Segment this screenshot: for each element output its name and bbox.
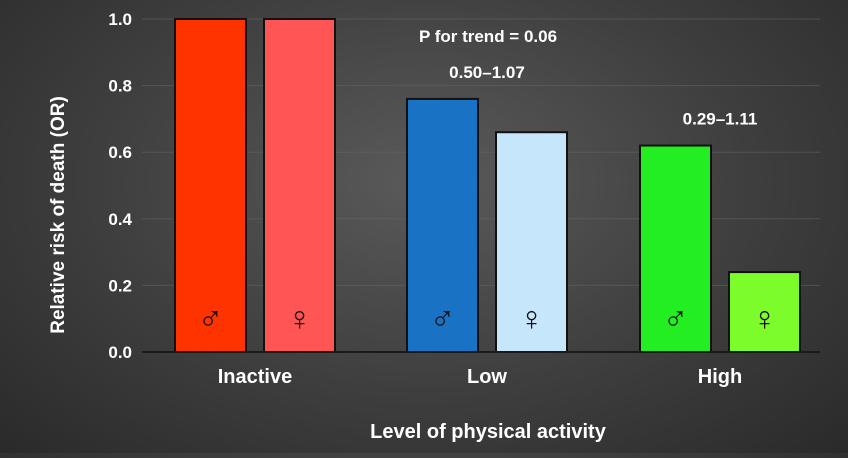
bar [639,144,712,353]
bars: ♂ ♀ ♂ ♀ ♂ ♀ [174,18,801,353]
ci-annotation: 0.50–1.07 [449,63,525,82]
bar [406,97,479,353]
female-symbol-icon: ♀ [752,300,778,338]
y-axis-label: Relative risk of death (OR) [48,96,69,334]
male-symbol-icon: ♂ [663,300,689,338]
ci-annotation: 0.29–1.11 [683,110,758,129]
y-tick-label: 0.6 [108,143,132,162]
labels: 0.0 0.2 0.4 0.6 0.8 1.0 Inactive Low High P for t… [108,10,757,388]
bar [495,131,568,353]
x-axis-label: Level of physical activity [370,421,607,443]
female-symbol-icon: ♀ [287,300,313,338]
y-tick-label: 0.4 [108,210,132,229]
y-tick-label: 0.8 [108,77,132,96]
male-symbol-icon: ♂ [198,300,224,338]
male-symbol-icon: ♂ [430,300,456,338]
bar [174,18,247,353]
x-tick-label: Inactive [218,366,292,388]
y-tick-label: 1.0 [108,10,132,29]
y-tick-label: 0.2 [108,276,132,295]
trend-annotation: P for trend = 0.06 [419,27,557,46]
x-tick-label: Low [467,366,507,388]
y-tick-label: 0.0 [108,343,132,362]
x-tick-label: High [698,366,742,388]
female-symbol-icon: ♀ [519,300,545,338]
